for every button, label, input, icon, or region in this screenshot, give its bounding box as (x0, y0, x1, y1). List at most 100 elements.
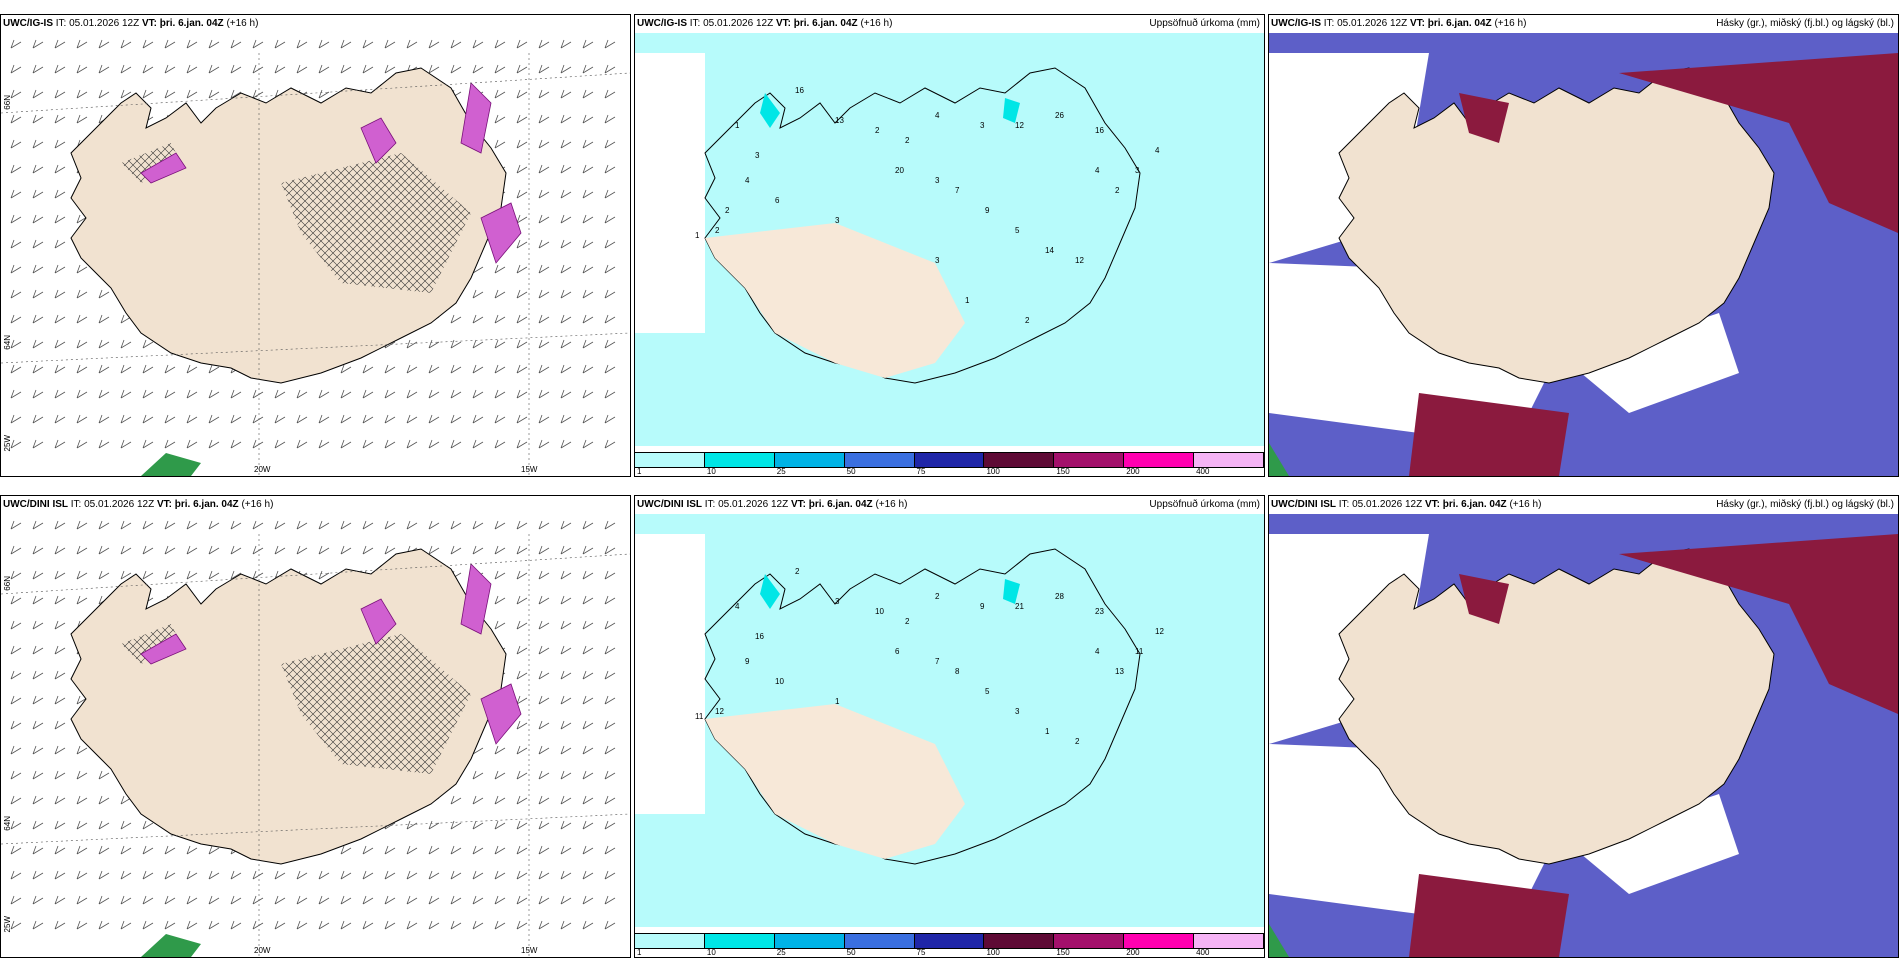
wind-barb (560, 670, 572, 680)
wind-barb (142, 389, 154, 399)
wind-barb (208, 439, 220, 449)
wind-barb (604, 64, 616, 74)
wind-barb (560, 89, 572, 99)
wind-barb (296, 895, 308, 905)
wind-barb (450, 545, 462, 555)
wind-barb (252, 520, 264, 530)
wind-barb (582, 670, 594, 680)
valid-time: þri. 6.jan. 04Z (808, 499, 873, 510)
wind-barb (604, 845, 616, 855)
wind-barb (120, 339, 132, 349)
wind-barb (10, 895, 22, 905)
wind-barb (538, 314, 550, 324)
wind-barb (494, 64, 506, 74)
wind-barb (560, 64, 572, 74)
wind-barb (32, 595, 44, 605)
precip-value: 6 (895, 647, 900, 656)
wind-barb (10, 520, 22, 530)
wind-barb (538, 545, 550, 555)
lat-label: 25W (3, 916, 12, 933)
wind-barb (32, 570, 44, 580)
dry-land (705, 223, 965, 378)
lat-label: 66N (3, 576, 12, 591)
wind-barb (274, 414, 286, 424)
wind-barb (10, 39, 22, 49)
wind-barb (230, 545, 242, 555)
wind-barb (604, 695, 616, 705)
wind-barb (10, 239, 22, 249)
precip-blob (360, 598, 397, 645)
wind-barb (538, 239, 550, 249)
wind-barb (230, 520, 242, 530)
wind-barb (582, 695, 594, 705)
wind-barb (340, 389, 352, 399)
wind-barb (340, 520, 352, 530)
wind-barb (582, 389, 594, 399)
map-svg (1, 33, 630, 476)
wind-barb (296, 439, 308, 449)
map-panel-5: UWC/DINI ISL IT: 05.01.2026 12Z VT: þri.… (634, 495, 1265, 958)
wind-barb (208, 414, 220, 424)
wind-barb (582, 620, 594, 630)
wind-barb (76, 364, 88, 374)
wind-barb (76, 795, 88, 805)
wind-barb (32, 164, 44, 174)
wind-barb (98, 795, 110, 805)
wind-barb (494, 895, 506, 905)
wind-barb (252, 439, 264, 449)
precip-blob (480, 202, 522, 264)
wind-barb (538, 289, 550, 299)
precip-value: 1 (735, 121, 740, 130)
wind-barb (428, 339, 440, 349)
wind-barb (98, 770, 110, 780)
wind-barb (494, 920, 506, 930)
wind-barb (120, 414, 132, 424)
wind-barb (10, 720, 22, 730)
wind-barb (274, 64, 286, 74)
map-area (1, 33, 630, 476)
precip-value: 2 (725, 206, 730, 215)
wind-barb (538, 214, 550, 224)
lon-label: 15W (521, 465, 538, 474)
wind-barb (472, 389, 484, 399)
wind-barb (32, 545, 44, 555)
no-precip (635, 534, 705, 814)
model-name: UWC/DINI ISL (637, 499, 702, 510)
wind-barb (428, 545, 440, 555)
legend-label: 25 (776, 467, 786, 476)
precip-value: 1 (695, 231, 700, 240)
precip-value: 11 (695, 712, 704, 721)
wind-barb (516, 389, 528, 399)
wind-barb (120, 570, 132, 580)
wind-barb (164, 39, 176, 49)
wind-barb (516, 870, 528, 880)
precip-value: 3 (935, 176, 940, 185)
wind-barb (32, 414, 44, 424)
wind-barb (494, 870, 506, 880)
precip-value: 6 (775, 196, 780, 205)
wind-barb (54, 364, 66, 374)
wind-barb (560, 845, 572, 855)
precip-value: 4 (735, 602, 740, 611)
wind-barb (560, 695, 572, 705)
wind-barb (76, 339, 88, 349)
wind-barb (32, 189, 44, 199)
legend-swatch (1194, 453, 1265, 467)
wind-barb (142, 520, 154, 530)
wind-barb (10, 545, 22, 555)
wind-barb (516, 264, 528, 274)
legend-swatch (844, 453, 915, 467)
legend-label: 400 (1196, 467, 1210, 476)
wind-barb (538, 720, 550, 730)
init-time: IT: 05.01.2026 12Z (1338, 499, 1423, 510)
wind-barb (32, 895, 44, 905)
map-area: 2 4 16 3 10 2 2 9 21 28 23 4 12 11 13 6 7 8 5 3 1 2 1 10 9 12 11 (635, 514, 1264, 957)
wind-barb (186, 895, 198, 905)
wind-barb (54, 545, 66, 555)
wind-barb (208, 520, 220, 530)
wind-barb (296, 920, 308, 930)
wind-barb (164, 414, 176, 424)
wind-barb (230, 389, 242, 399)
wind-barb (538, 870, 550, 880)
